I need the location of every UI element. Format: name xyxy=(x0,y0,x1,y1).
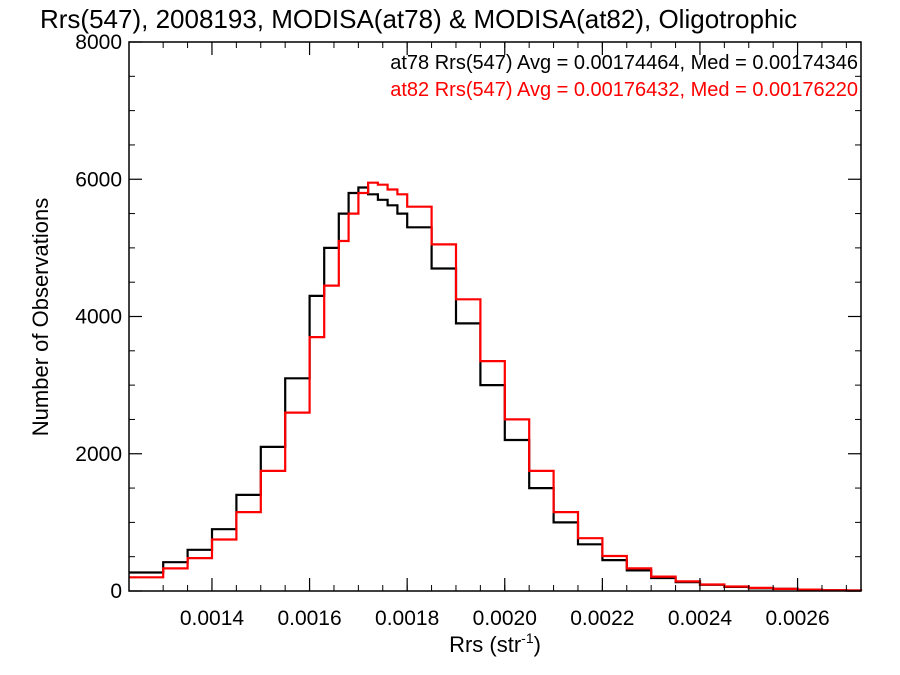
x-axis-label-sup: -1 xyxy=(521,630,534,646)
x-tick-label: 0.0014 xyxy=(180,607,245,630)
y-tick-label: 2000 xyxy=(75,443,122,466)
annotation-at82: at82 Rrs(547) Avg = 0.00176432, Med = 0.… xyxy=(390,79,858,101)
x-axis-label-main: Rrs (str xyxy=(449,632,521,657)
x-tick-label: 0.0022 xyxy=(570,607,634,630)
plot-frame xyxy=(128,41,862,592)
x-tick-label: 0.0024 xyxy=(668,607,733,630)
annotation-at78: at78 Rrs(547) Avg = 0.00174464, Med = 0.… xyxy=(390,52,858,74)
x-tick-label: 0.0026 xyxy=(765,607,829,630)
x-tick-label: 0.0020 xyxy=(473,607,537,630)
y-tick-label: 0 xyxy=(110,580,122,603)
x-axis-label-end: ) xyxy=(534,632,541,657)
chart-title: Rrs(547), 2008193, MODISA(at78) & MODISA… xyxy=(40,4,797,34)
axis-ticks: 0.0014 0.0016 0.0018 0.0020 0.0022 0.0024 0.00… xyxy=(75,31,861,630)
series-layer xyxy=(129,181,863,592)
x-tick-label: 0.0018 xyxy=(375,607,439,630)
x-tick-label: 0.0016 xyxy=(277,607,341,630)
histogram-series-0 xyxy=(129,186,863,592)
x-axis-label: Rrs (str-1) xyxy=(449,630,541,657)
histogram-series-1 xyxy=(129,181,863,592)
y-tick-label: 6000 xyxy=(75,168,122,191)
y-tick-label: 4000 xyxy=(75,306,122,329)
y-tick-label: 8000 xyxy=(75,31,122,54)
y-axis-label: Number of Observations xyxy=(28,198,53,436)
